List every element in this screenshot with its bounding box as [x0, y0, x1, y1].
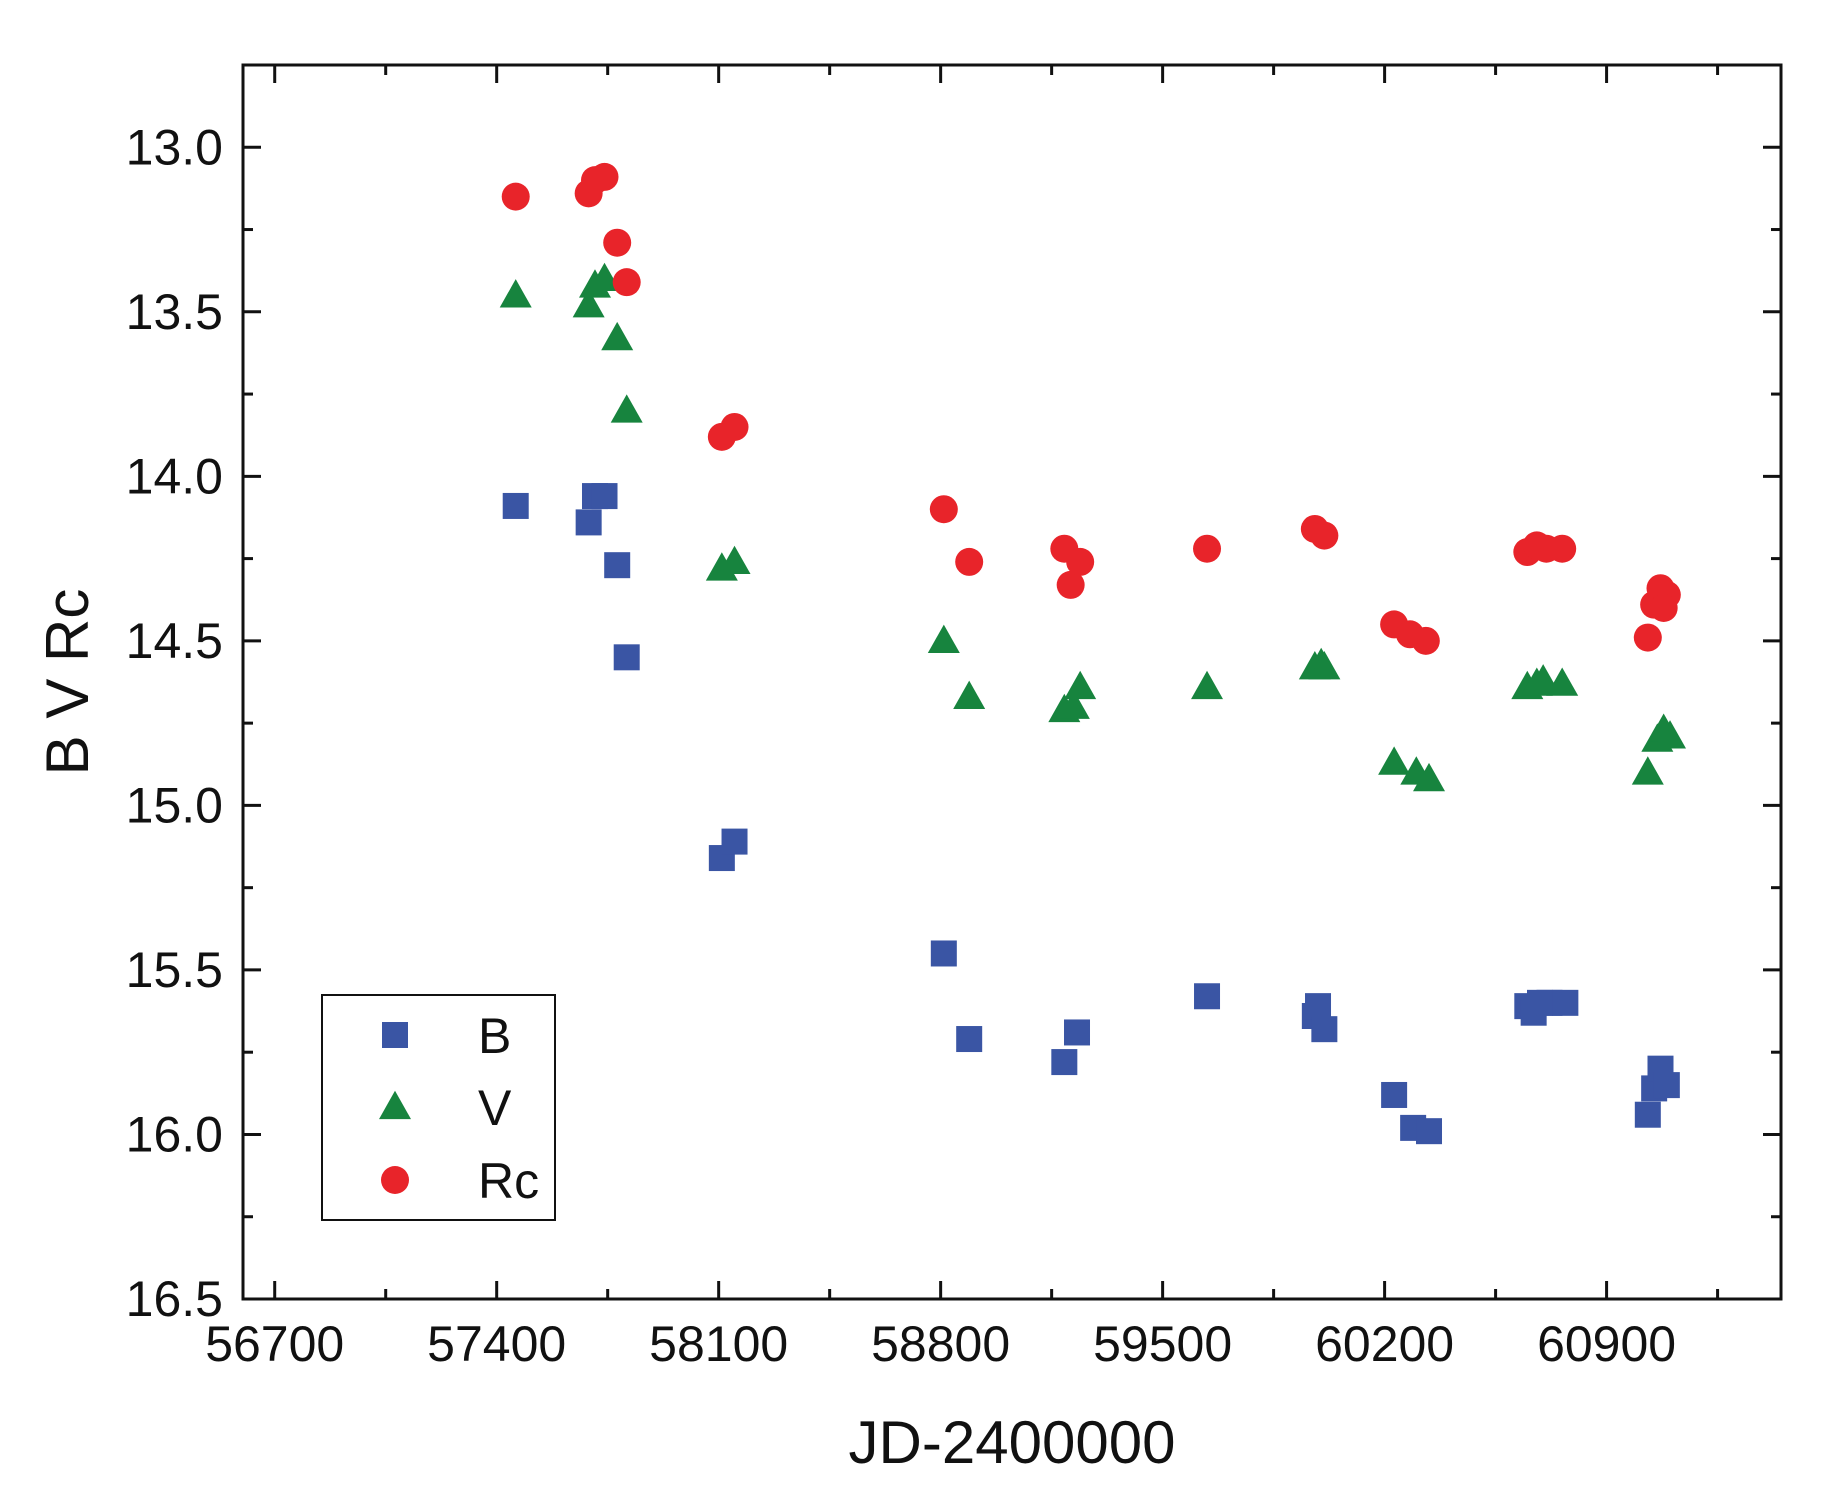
point-Rc — [1193, 534, 1222, 563]
y-tick-label: 16.0 — [126, 1106, 223, 1162]
y-tick-label: 16.5 — [126, 1271, 223, 1327]
point-V — [1191, 670, 1224, 700]
plot-frame — [241, 63, 1783, 1301]
point-V — [1057, 690, 1090, 719]
x-tick-label: 60200 — [1315, 1316, 1454, 1372]
point-B — [575, 509, 602, 536]
point-B — [613, 644, 640, 671]
y-tick-label: 13.5 — [126, 284, 223, 340]
series-V — [499, 262, 1687, 792]
point-B — [1194, 983, 1221, 1010]
x-tick-label: 57400 — [427, 1316, 566, 1372]
y-tick-label: 14.5 — [126, 613, 223, 669]
point-Rc — [612, 268, 641, 297]
legend: BV Rc — [321, 994, 556, 1221]
x-tick-label: 58800 — [871, 1316, 1010, 1372]
y-tick-label: 14.0 — [126, 448, 223, 504]
x-axis-ticks: 56700 57400 58100 58800 59500 60200 60900 — [205, 65, 1720, 1372]
point-V — [572, 289, 605, 318]
point-V — [499, 279, 532, 308]
point-Rc — [1310, 521, 1339, 550]
point-Rc — [590, 162, 619, 191]
legend-marker-B — [382, 1022, 408, 1048]
point-B — [1381, 1081, 1408, 1108]
legend-label-Rc: Rc — [478, 1153, 539, 1209]
point-B — [604, 552, 631, 579]
point-V — [1378, 746, 1411, 775]
legend-label-B: B — [478, 1008, 511, 1064]
point-V — [588, 262, 621, 292]
legend-items: BV Rc — [379, 1008, 539, 1209]
y-axis-title: B V Rc — [34, 589, 101, 776]
y-tick-label: 15.5 — [126, 942, 223, 998]
point-B — [1311, 1016, 1338, 1043]
series-Rc — [501, 162, 1681, 655]
x-tick-label: 58100 — [649, 1316, 788, 1372]
point-V — [718, 545, 751, 575]
series-B — [502, 483, 1680, 1145]
point-V — [1413, 762, 1446, 792]
point-B — [1064, 1019, 1091, 1046]
point-Rc — [1633, 623, 1662, 652]
point-B — [1051, 1049, 1078, 1076]
point-V — [601, 321, 634, 351]
legend-box — [321, 994, 556, 1221]
point-V — [1546, 667, 1579, 696]
point-V — [610, 394, 643, 423]
point-Rc — [1056, 570, 1085, 599]
data-points — [499, 162, 1687, 1145]
y-axis-ticks: 13.0 13.5 14.0 14.5 15.0 15.5 16.0 16.5 — [126, 119, 1781, 1327]
point-Rc — [929, 495, 958, 524]
point-B — [1653, 1072, 1680, 1099]
point-Rc — [720, 412, 749, 441]
point-V — [1527, 664, 1560, 693]
point-Rc — [603, 228, 632, 257]
point-V — [1064, 670, 1097, 700]
x-tick-label: 60900 — [1537, 1316, 1676, 1372]
point-V — [953, 680, 986, 709]
y-tick-label: 15.0 — [126, 777, 223, 833]
point-Rc — [1649, 593, 1678, 622]
point-Rc — [955, 547, 984, 576]
point-V — [927, 624, 960, 654]
legend-marker-V — [379, 1090, 411, 1120]
point-B — [1634, 1101, 1661, 1128]
y-tick-label: 13.0 — [126, 119, 223, 175]
x-tick-label: 59500 — [1093, 1316, 1232, 1372]
point-Rc — [1548, 534, 1577, 563]
point-V — [1631, 756, 1664, 785]
point-B — [1552, 989, 1579, 1016]
point-Rc — [1066, 547, 1095, 576]
point-B — [591, 483, 618, 510]
x-tick-label: 56700 — [205, 1316, 344, 1372]
legend-marker-Rc — [381, 1166, 409, 1194]
point-Rc — [501, 182, 530, 211]
point-B — [1305, 993, 1332, 1020]
point-B — [1416, 1118, 1443, 1145]
point-B — [721, 828, 748, 855]
point-V — [1308, 650, 1341, 680]
point-B — [930, 940, 957, 967]
x-axis-title: JD-2400000 — [849, 1409, 1176, 1476]
point-B — [956, 1026, 983, 1053]
point-Rc — [1411, 626, 1440, 655]
point-V — [1654, 720, 1687, 749]
point-B — [502, 492, 529, 519]
legend-label-V: V — [478, 1080, 512, 1136]
